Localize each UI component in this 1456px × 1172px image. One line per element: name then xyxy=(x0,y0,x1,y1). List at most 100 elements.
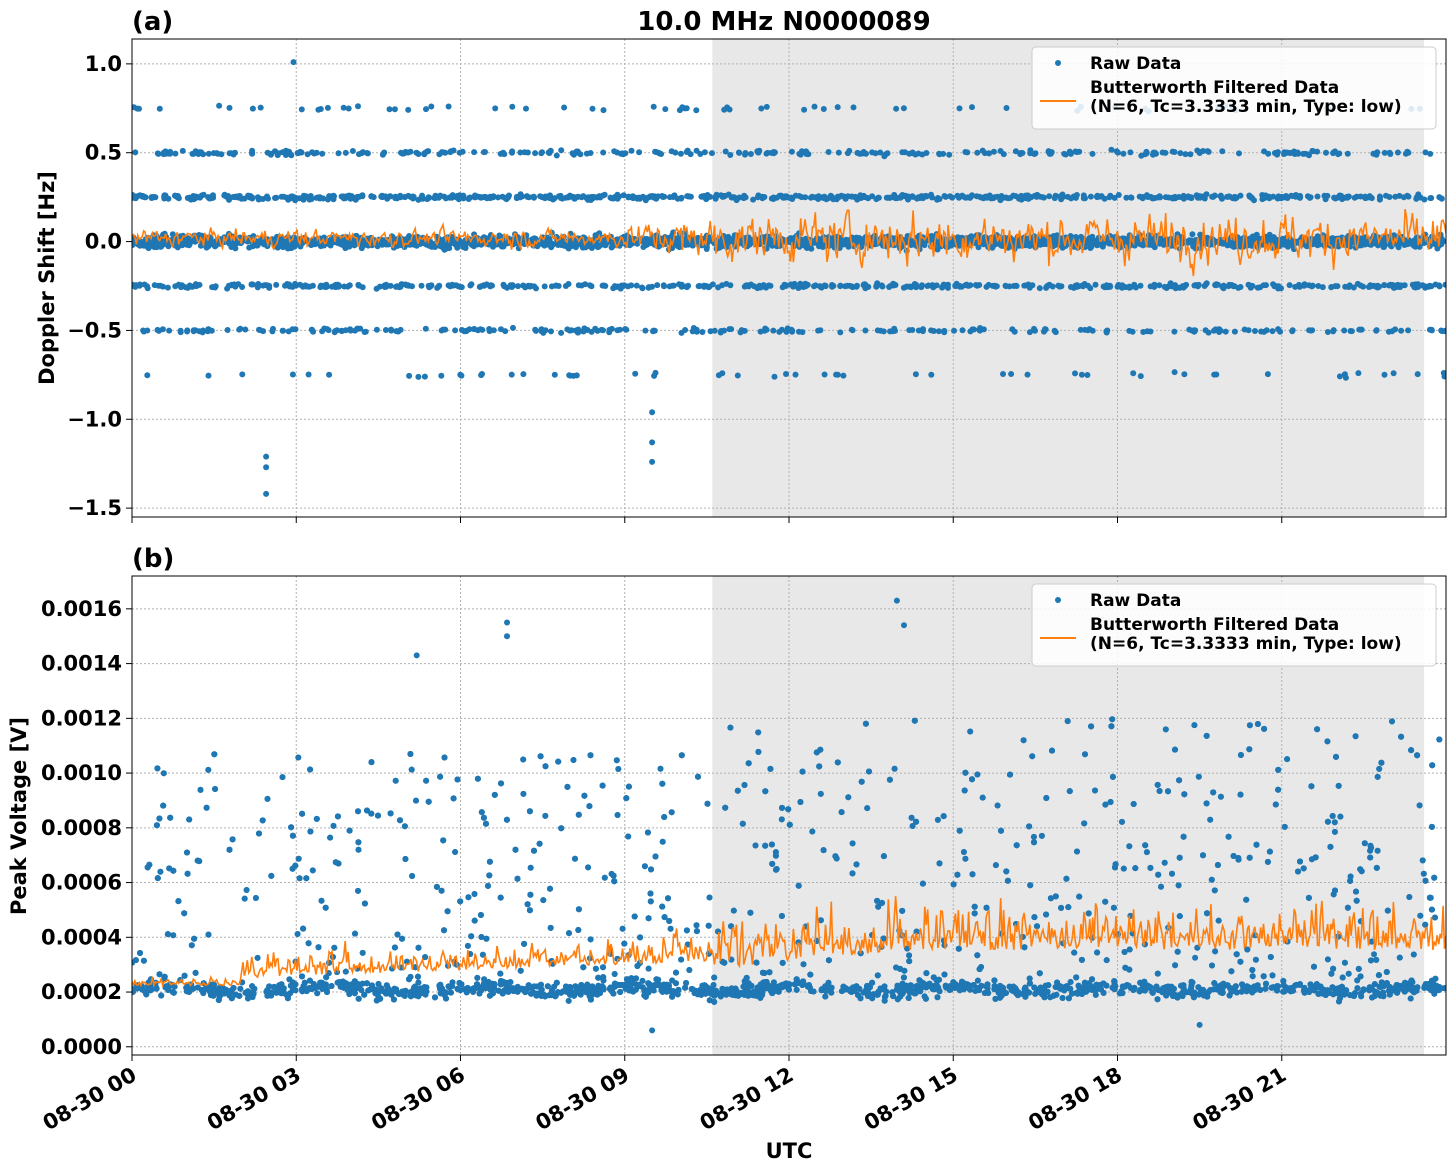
data-point xyxy=(151,282,158,289)
data-point xyxy=(1115,281,1122,288)
data-point xyxy=(1440,370,1446,376)
data-point xyxy=(763,103,770,110)
data-point xyxy=(186,241,193,248)
data-point xyxy=(452,327,459,334)
data-point xyxy=(1306,152,1312,159)
data-point xyxy=(415,373,422,380)
data-point xyxy=(758,105,765,112)
data-point xyxy=(1203,191,1210,198)
data-point xyxy=(936,196,943,202)
data-point xyxy=(1008,371,1015,377)
data-point xyxy=(263,453,270,460)
data-point xyxy=(620,151,627,158)
data-point xyxy=(436,151,443,158)
data-point xyxy=(471,149,478,156)
data-point xyxy=(498,326,504,333)
data-point xyxy=(208,327,215,334)
data-point xyxy=(1376,193,1383,200)
data-point xyxy=(1217,192,1224,199)
data-point xyxy=(1202,327,1209,334)
legend-filtered-label: Butterworth Filtered Data xyxy=(1090,78,1339,98)
data-point xyxy=(707,193,714,200)
data-point xyxy=(156,105,163,112)
data-point xyxy=(973,193,980,200)
data-point xyxy=(761,194,768,200)
data-point xyxy=(672,149,679,156)
data-point xyxy=(294,150,301,156)
data-point xyxy=(226,196,232,203)
data-point xyxy=(1012,193,1019,200)
data-point xyxy=(382,327,389,333)
data-point xyxy=(854,282,860,289)
data-point xyxy=(840,372,847,379)
data-point xyxy=(309,282,316,289)
data-point xyxy=(340,104,347,111)
data-point xyxy=(1284,195,1291,201)
data-point xyxy=(255,281,262,287)
data-point xyxy=(639,284,645,291)
data-point xyxy=(947,193,954,200)
data-point xyxy=(254,242,261,249)
data-point xyxy=(441,149,447,156)
data-point xyxy=(364,150,371,157)
data-point xyxy=(705,284,712,291)
data-point xyxy=(881,153,888,160)
data-point xyxy=(633,282,640,289)
data-point xyxy=(1216,329,1223,335)
data-point xyxy=(182,239,188,246)
data-point xyxy=(650,328,656,335)
data-point xyxy=(821,371,828,378)
data-point xyxy=(190,193,197,199)
data-point xyxy=(298,106,305,113)
data-point xyxy=(1252,328,1258,334)
data-point xyxy=(599,240,606,247)
data-point xyxy=(622,326,629,332)
data-point xyxy=(1151,281,1158,288)
data-point xyxy=(261,241,268,248)
data-point xyxy=(670,194,677,200)
data-point xyxy=(770,194,777,201)
filtered-data-line xyxy=(132,208,1446,277)
data-point xyxy=(439,237,445,244)
data-point xyxy=(1209,193,1216,200)
data-point xyxy=(190,328,197,335)
data-point xyxy=(792,371,799,378)
data-point xyxy=(483,195,490,202)
data-point xyxy=(335,150,342,157)
data-point xyxy=(600,149,607,156)
data-point xyxy=(1371,951,1377,958)
data-point xyxy=(340,193,347,200)
panel-a-label: (a) xyxy=(132,7,173,37)
data-point xyxy=(1354,280,1361,287)
panel-b-plot: 0.00160.00140.00120.00100.00080.00060.00… xyxy=(39,575,1447,1135)
data-point xyxy=(967,328,974,335)
data-point xyxy=(468,281,475,288)
data-point xyxy=(722,148,729,155)
data-point xyxy=(597,194,604,201)
data-point xyxy=(148,194,155,201)
data-point xyxy=(1404,148,1411,155)
data-point xyxy=(919,151,926,158)
data-point xyxy=(541,242,548,249)
data-point xyxy=(986,150,993,157)
data-point xyxy=(1381,371,1388,378)
data-point xyxy=(297,281,304,288)
series-group xyxy=(132,59,1446,497)
data-point xyxy=(422,325,429,332)
data-point xyxy=(600,327,606,334)
data-point xyxy=(1294,149,1301,156)
data-point xyxy=(260,282,266,289)
data-point xyxy=(1245,327,1252,334)
data-point xyxy=(458,372,465,379)
data-point xyxy=(1150,151,1156,158)
data-point xyxy=(783,371,789,377)
data-point xyxy=(900,105,907,112)
data-point xyxy=(231,194,238,201)
data-point xyxy=(1051,195,1058,202)
data-point xyxy=(719,370,726,377)
data-point xyxy=(445,103,452,110)
data-point xyxy=(448,194,455,201)
data-point xyxy=(879,283,886,290)
data-point xyxy=(1028,194,1035,201)
data-point xyxy=(912,371,919,378)
